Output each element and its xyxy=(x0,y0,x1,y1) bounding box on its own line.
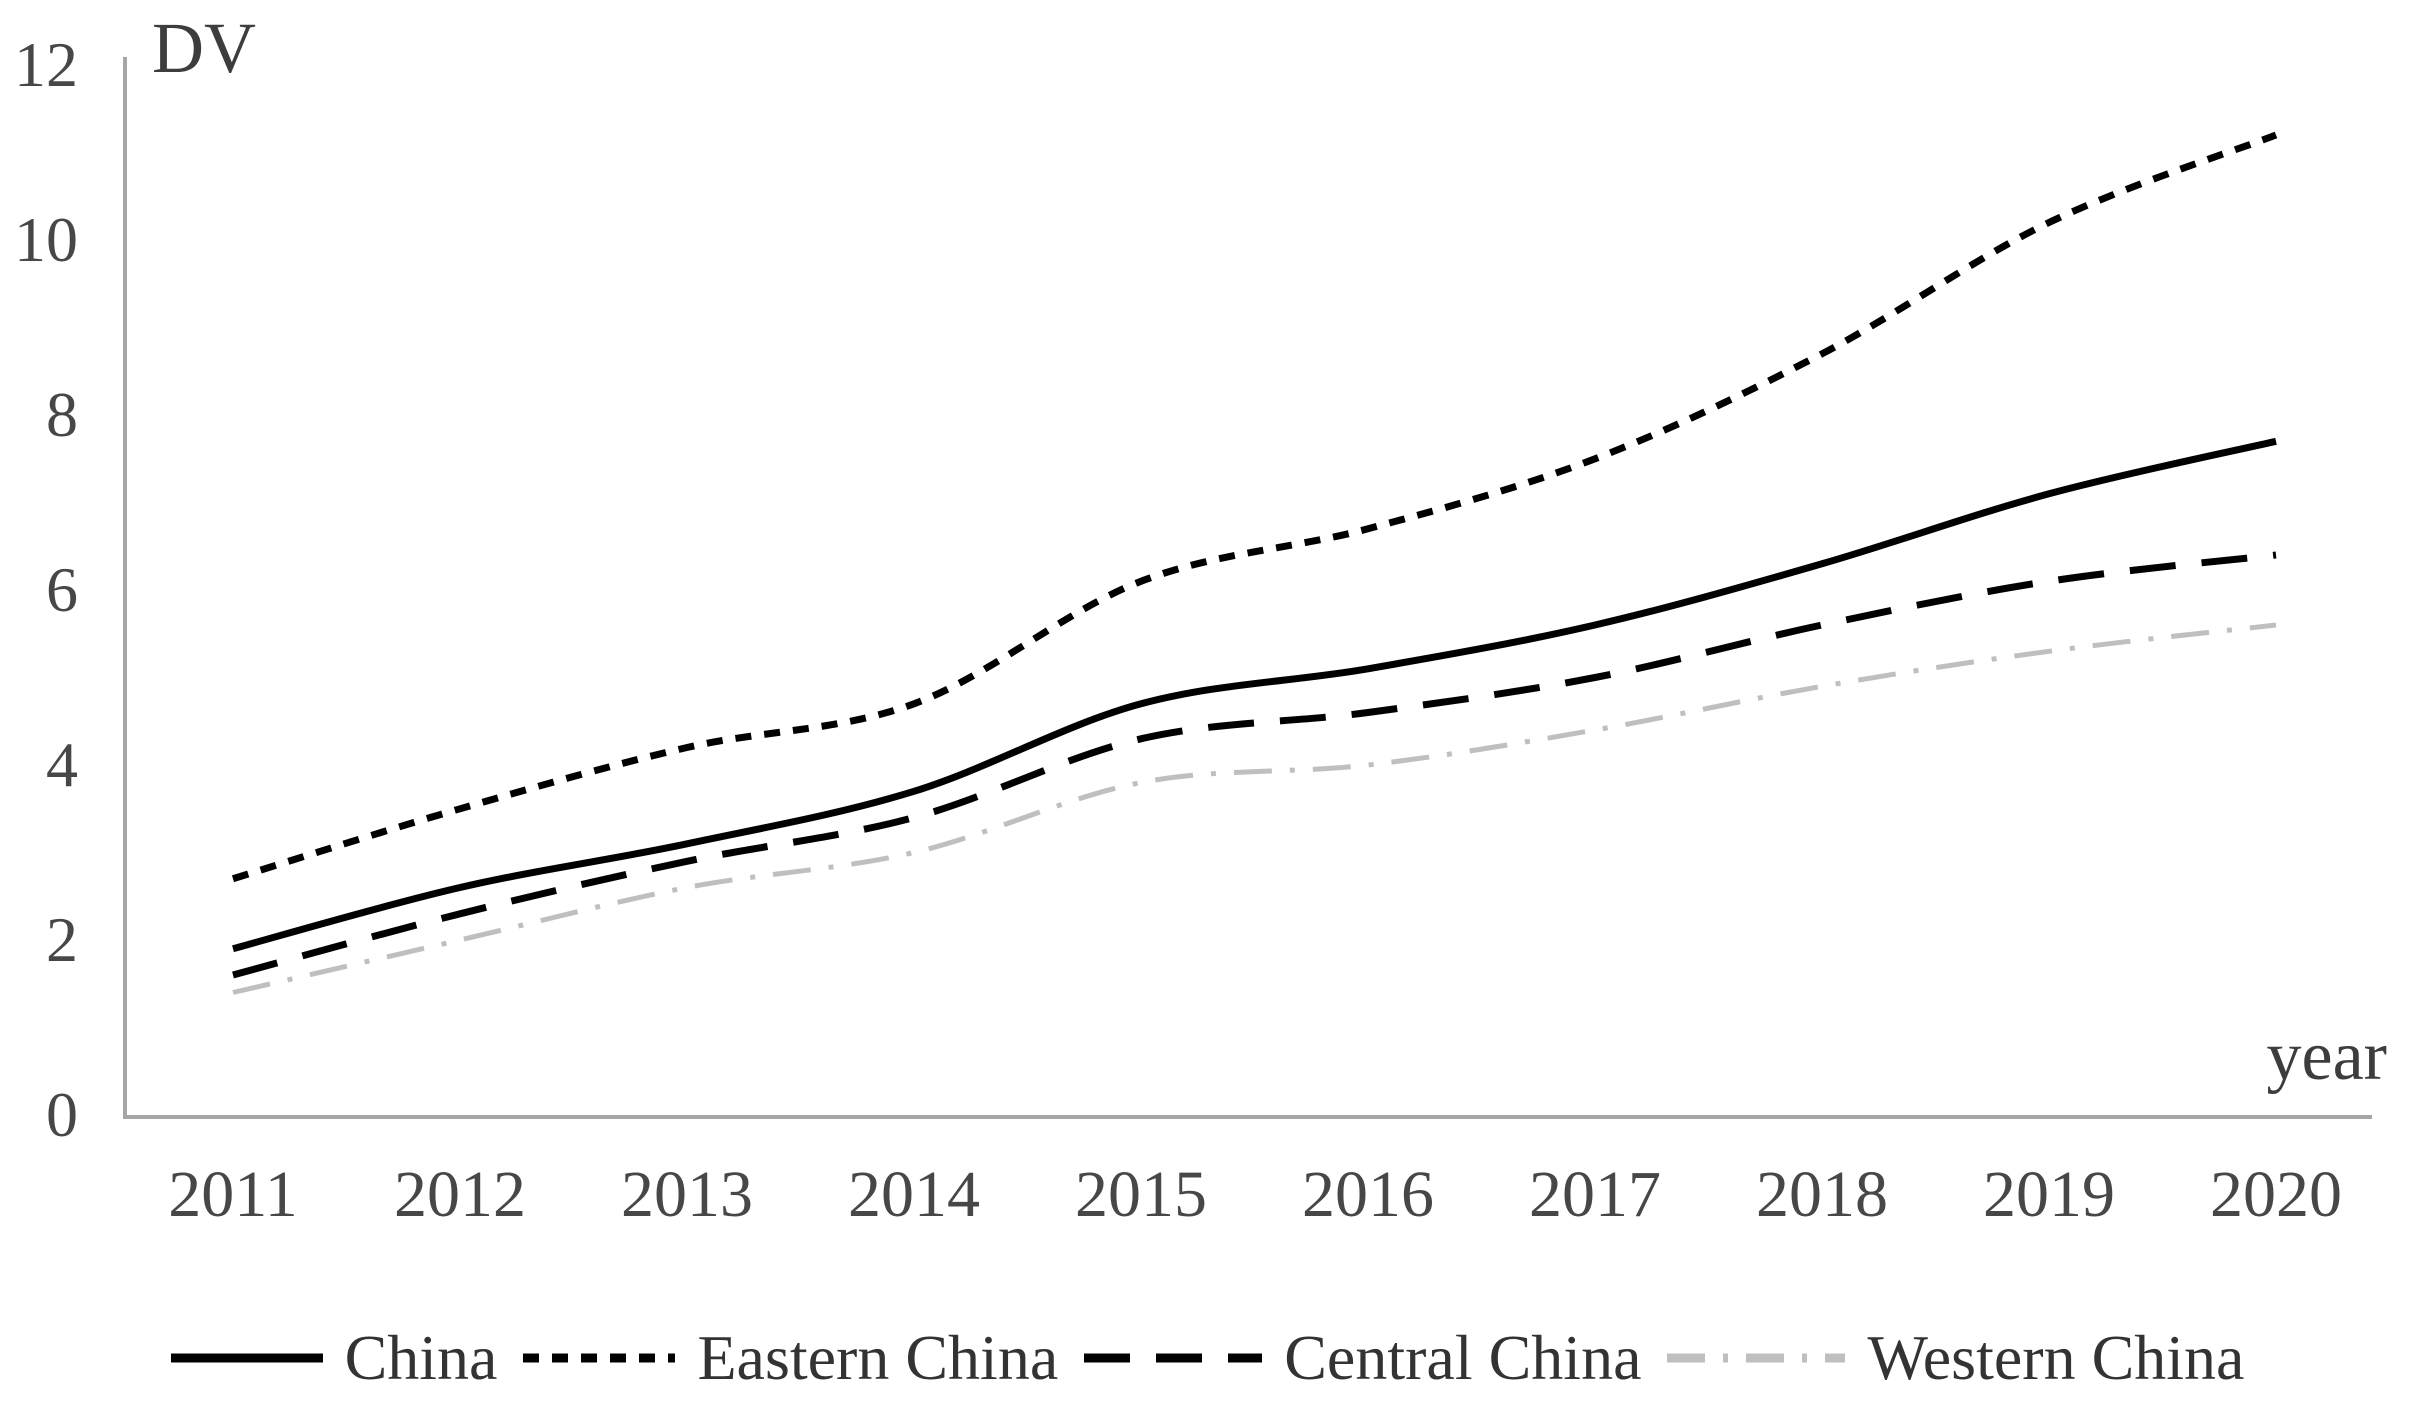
legend-marker-solid-line-icon xyxy=(170,1353,323,1363)
x-tick-label-2018: 2018 xyxy=(1756,1158,1888,1231)
legend-marker-dotted-line-icon xyxy=(523,1353,676,1363)
x-tick-label-2012: 2012 xyxy=(394,1158,526,1231)
x-tick-label-2013: 2013 xyxy=(621,1158,753,1231)
series-line-central-china xyxy=(232,551,2277,979)
y-tick-label-0: 0 xyxy=(46,1079,78,1150)
x-tick-label-2015: 2015 xyxy=(1075,1158,1207,1231)
x-tick-label-2020: 2020 xyxy=(2210,1158,2342,1231)
y-tick-label-2: 2 xyxy=(46,904,78,975)
y-tick-label-4: 4 xyxy=(46,729,78,800)
y-tick-label-10: 10 xyxy=(14,204,78,275)
legend-marker-dash-dot-line-icon xyxy=(1667,1353,1846,1363)
legend-label: Western China xyxy=(1867,1322,2245,1393)
x-tick-label-2019: 2019 xyxy=(1983,1158,2115,1231)
x-tick-label-2017: 2017 xyxy=(1529,1158,1661,1231)
x-tick-label-2016: 2016 xyxy=(1302,1158,1434,1231)
x-tick-label-2011: 2011 xyxy=(168,1158,298,1231)
legend-item-eastern-china: Eastern China xyxy=(523,1326,1058,1390)
y-tick-label-8: 8 xyxy=(46,379,78,450)
y-axis-title: DV xyxy=(152,8,256,88)
legend-label: Central China xyxy=(1284,1322,1642,1393)
legend-item-western-china: Western China xyxy=(1667,1326,2244,1390)
y-tick-label-6: 6 xyxy=(46,554,78,625)
legend-label: Eastern China xyxy=(697,1322,1059,1393)
legend-item-china: China xyxy=(170,1322,498,1393)
legend-marker-dashed-line-icon xyxy=(1084,1353,1263,1363)
x-tick-label-2014: 2014 xyxy=(848,1158,980,1231)
legend: China Eastern China Central China Western C… xyxy=(0,1326,2415,1390)
y-tick-label-12: 12 xyxy=(14,29,78,100)
x-axis-title: year xyxy=(2266,1018,2387,1095)
legend-label: China xyxy=(344,1322,498,1393)
series-line-western-china xyxy=(232,622,2277,995)
series-line-eastern-china xyxy=(231,131,2278,883)
legend-item-central-china: Central China xyxy=(1084,1326,1641,1390)
series-line-china xyxy=(232,437,2277,953)
